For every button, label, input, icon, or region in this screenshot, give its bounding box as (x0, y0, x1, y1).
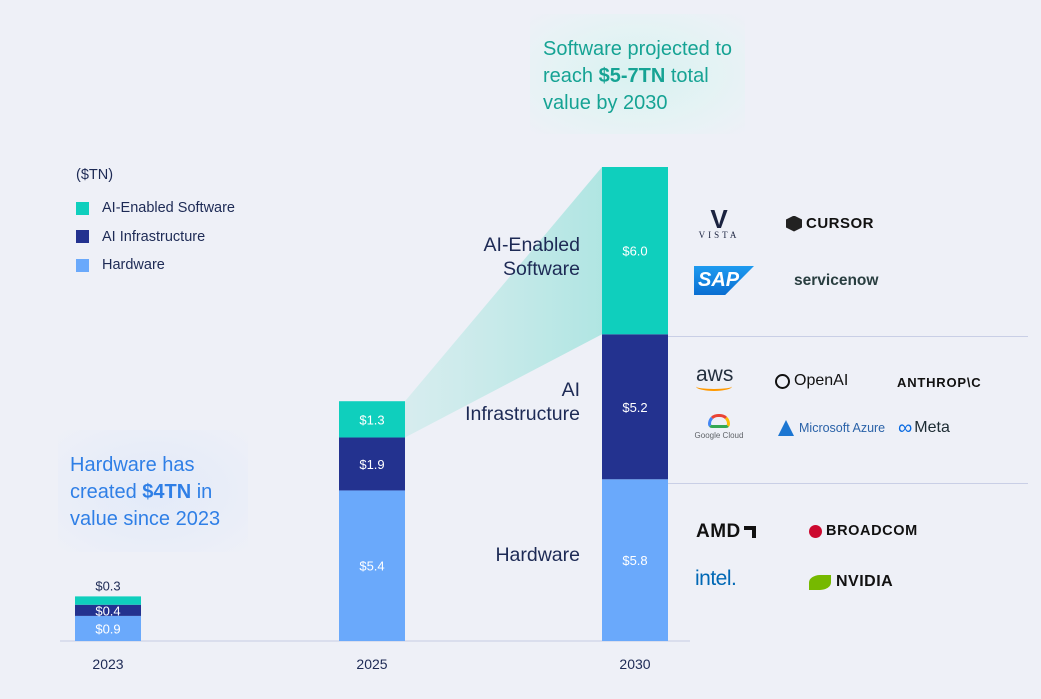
legend-item-infra: AI Infrastructure (76, 223, 235, 252)
segment-label-infra: AI Infrastructure (465, 378, 580, 426)
logo-google-cloud: Google Cloud (694, 414, 744, 440)
bar-2030-ai-enabled-software (602, 167, 668, 335)
logo-intel-text: intel. (695, 567, 737, 590)
logo-broadcom-text: BROADCOM (826, 523, 918, 539)
logo-amd: AMD (696, 521, 756, 543)
segment-label-infra-line1: AI (561, 379, 580, 401)
amd-arrow-icon (743, 526, 756, 538)
bar-label-2025-0: $5.4 (359, 559, 384, 574)
openai-knot-icon (775, 373, 790, 389)
hardware-callout: Hardware has created $4TN in value since… (58, 430, 248, 552)
logo-openai: OpenAI (775, 372, 848, 390)
separator-software-infra (668, 336, 1028, 337)
logo-servicenow: servicenow (794, 272, 878, 290)
logo-sap-text: SAP (698, 269, 740, 291)
software-callout-bold: $5-7TN (598, 65, 666, 87)
x-tick-label-2030: 2030 (619, 656, 650, 672)
legend-unit: ($TN) (76, 167, 114, 183)
logo-intel: intel. (695, 567, 737, 591)
segment-label-software: AI-Enabled Software (484, 233, 580, 281)
bar-label-2030-2: $6.0 (622, 244, 647, 259)
vista-v-icon: V (710, 204, 728, 234)
legend-label-software: AI-Enabled Software (102, 200, 235, 217)
software-callout: Software projected to reach $5-7TN total… (530, 14, 745, 134)
hardware-callout-bold: $4TN (142, 481, 192, 503)
bar-2030-hardware (602, 479, 668, 641)
bar-2030-ai-infrastructure (602, 334, 668, 480)
cursor-cube-icon (786, 215, 802, 232)
software-callout-post: total value by 2030 (543, 65, 709, 114)
bar-2023-ai-infrastructure (75, 604, 141, 616)
logo-nvidia-text: NVIDIA (836, 573, 894, 590)
legend: ($TN) AI-Enabled Software AI Infrastruct… (76, 167, 235, 280)
bar-label-2023-1: $0.4 (95, 603, 120, 618)
legend-swatch-software (76, 201, 89, 215)
logo-anthropic: ANTHROP\C (897, 375, 981, 390)
logo-aws: aws (696, 364, 733, 391)
google-cloud-icon (708, 414, 730, 428)
logo-nvidia: NVIDIA (809, 573, 893, 591)
bar-label-2025-2: $1.3 (359, 412, 384, 427)
legend-label-infra: AI Infrastructure (102, 228, 206, 245)
broadcom-circle-icon (809, 524, 822, 538)
bar-label-2023-0: $0.9 (95, 621, 120, 636)
bar-2023-ai-enabled-software (75, 596, 141, 605)
legend-item-software: AI-Enabled Software (76, 194, 235, 223)
software-growth-wedge (405, 167, 602, 438)
logo-anthropic-text: ANTHROP\C (897, 375, 982, 390)
legend-swatch-infra (76, 230, 89, 244)
logo-vista-text: VISTA (698, 230, 740, 240)
logo-cursor: CURSOR (786, 215, 874, 232)
hardware-callout-post: in value since 2023 (70, 481, 221, 530)
segment-label-hardware-line1: Hardware (495, 544, 580, 566)
bar-label-2030-0: $5.8 (622, 553, 647, 568)
separator-infra-hardware (668, 483, 1028, 484)
logo-vista: V VISTA (694, 204, 744, 240)
logo-meta-text: Meta (914, 419, 950, 436)
bar-2023-hardware (75, 615, 141, 641)
segment-label-infra-line2: Infrastructure (465, 403, 580, 425)
logo-meta: ∞ Meta (898, 417, 950, 439)
legend-item-hardware: Hardware (76, 251, 235, 280)
x-tick-label-2025: 2025 (356, 656, 387, 672)
logo-servicenow-text: servicenow (794, 272, 879, 289)
bar-label-2025-1: $1.9 (359, 457, 384, 472)
bar-2025-ai-enabled-software (339, 401, 405, 438)
legend-label-hardware: Hardware (102, 257, 165, 274)
logo-azure: Microsoft Azure (778, 420, 885, 436)
segment-label-software-line1: AI-Enabled (483, 234, 580, 256)
bar-label-2030-1: $5.2 (622, 400, 647, 415)
logo-cursor-text: CURSOR (806, 215, 875, 232)
x-tick-label-2023: 2023 (92, 656, 123, 672)
azure-a-icon (778, 420, 794, 436)
logo-broadcom: BROADCOM (809, 523, 918, 539)
logo-azure-text: Microsoft Azure (799, 421, 886, 435)
bar-2025-hardware (339, 490, 405, 641)
logo-google-cloud-text: Google Cloud (694, 431, 744, 440)
legend-swatch-hardware (76, 258, 89, 272)
logo-amd-text: AMD (696, 521, 741, 542)
aws-smile-icon (696, 382, 732, 391)
meta-infinity-icon: ∞ (898, 417, 913, 439)
hardware-callout-pre: Hardware has created (70, 454, 195, 503)
bar-label-2023-2: $0.3 (95, 578, 120, 593)
logo-aws-text: aws (696, 363, 734, 386)
segment-label-hardware: Hardware (495, 543, 580, 567)
software-callout-pre: Software projected to reach (543, 38, 732, 87)
segment-label-software-line2: Software (503, 258, 580, 280)
logo-openai-text: OpenAI (794, 372, 849, 389)
nvidia-eye-icon (809, 574, 831, 590)
bar-2025-ai-infrastructure (339, 437, 405, 491)
